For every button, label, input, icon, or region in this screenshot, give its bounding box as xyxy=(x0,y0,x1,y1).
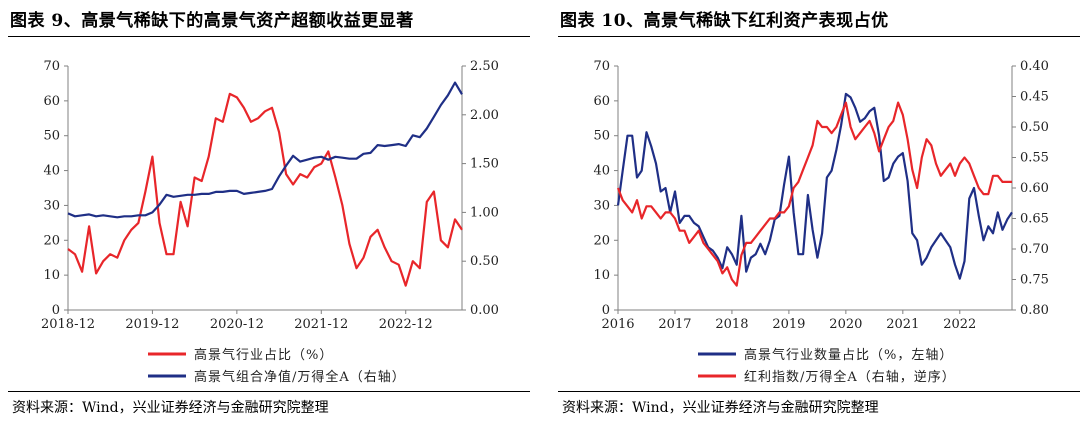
y-tick-label-left: 0 xyxy=(602,303,610,318)
source-divider xyxy=(558,391,1080,392)
legend-label: 高景气行业数量占比（%，左轴） xyxy=(744,347,953,363)
x-tick-label: 2022 xyxy=(943,317,976,332)
chart-title: 图表 9、高景气稀缺下的高景气资产超额收益更显著 xyxy=(10,11,414,31)
y-tick-label-left: 10 xyxy=(593,268,610,283)
x-tick-label: 2018 xyxy=(715,317,748,332)
y-tick-label-right: 0.50 xyxy=(1020,120,1049,135)
y-tick-label-right: 0.00 xyxy=(470,303,499,318)
y-tick-label-right: 0.45 xyxy=(1020,90,1049,105)
legend-label: 红利指数/万得全A（右轴，逆序） xyxy=(744,369,956,385)
y-tick-label-left: 50 xyxy=(593,129,610,144)
y-tick-label-left: 70 xyxy=(43,59,60,74)
x-tick-label: 2021-12 xyxy=(294,317,348,332)
legend-label: 高景气行业占比（%） xyxy=(194,347,333,363)
x-tick-label: 2020-12 xyxy=(210,317,264,332)
y-tick-label-right: 1.00 xyxy=(470,205,499,220)
y-tick-label-left: 20 xyxy=(43,233,60,248)
source-divider xyxy=(8,391,530,392)
y-tick-label-left: 10 xyxy=(43,268,60,283)
y-tick-label-right: 2.50 xyxy=(470,59,499,74)
y-tick-label-left: 70 xyxy=(593,59,610,74)
y-tick-label-right: 0.60 xyxy=(1020,181,1049,196)
line-chart: 0 10 20 30 40 50 60 70 0.00 0.50 1.00 1.50 2.00 2.50 2… xyxy=(41,59,499,385)
title-divider xyxy=(8,36,530,37)
y-tick-label-right: 0.65 xyxy=(1020,212,1049,227)
y-tick-label-right: 0.80 xyxy=(1020,303,1049,318)
y-tick-label-left: 20 xyxy=(593,233,610,248)
title-divider xyxy=(558,36,1080,37)
y-tick-label-left: 50 xyxy=(43,129,60,144)
series-line xyxy=(616,101,1012,287)
y-tick-label-left: 60 xyxy=(593,94,610,109)
y-tick-label-right: 0.50 xyxy=(470,254,499,269)
legend-label: 高景气组合净值/万得全A（右轴） xyxy=(194,369,406,385)
chart-panel-left: 图表 9、高景气稀缺下的高景气资产超额收益更显著 0 10 20 30 40 50 60 70… xyxy=(0,0,530,426)
y-tick-label-right: 0.55 xyxy=(1020,151,1049,166)
y-tick-label-right: 2.00 xyxy=(470,108,499,123)
y-tick-label-right: 1.50 xyxy=(470,157,499,172)
y-tick-label-left: 30 xyxy=(593,198,610,213)
chart-title: 图表 10、高景气稀缺下红利资产表现占优 xyxy=(560,11,889,31)
x-tick-label: 2019-12 xyxy=(125,317,179,332)
source-note: 资料来源：Wind，兴业证券经济与金融研究院整理 xyxy=(562,400,879,416)
x-tick-label: 2018-12 xyxy=(41,317,95,332)
x-tick-label: 2021 xyxy=(886,317,919,332)
series-line xyxy=(67,92,463,287)
x-tick-label: 2022-12 xyxy=(379,317,433,332)
y-tick-label-left: 60 xyxy=(43,94,60,109)
x-tick-label: 2017 xyxy=(658,317,691,332)
y-tick-label-right: 0.70 xyxy=(1020,242,1049,257)
x-tick-label: 2020 xyxy=(829,317,862,332)
line-chart: 0 10 20 30 40 50 60 70 0.40 0.45 0.50 0.55 0.60 0.65 0… xyxy=(593,59,1049,385)
x-tick-label: 2016 xyxy=(601,317,634,332)
y-tick-label-right: 0.40 xyxy=(1020,59,1049,74)
chart-panel-right: 图表 10、高景气稀缺下红利资产表现占优 0 10 20 30 40 50 60 70 0.40… xyxy=(550,0,1080,426)
x-tick-label: 2019 xyxy=(772,317,805,332)
series-line xyxy=(616,92,1013,280)
y-tick-label-left: 30 xyxy=(43,198,60,213)
y-tick-label-left: 40 xyxy=(593,164,610,179)
source-note: 资料来源：Wind，兴业证券经济与金融研究院整理 xyxy=(12,400,329,416)
y-tick-label-left: 0 xyxy=(52,303,60,318)
y-tick-label-right: 0.75 xyxy=(1020,273,1049,288)
series-line xyxy=(67,81,463,219)
y-tick-label-left: 40 xyxy=(43,164,60,179)
